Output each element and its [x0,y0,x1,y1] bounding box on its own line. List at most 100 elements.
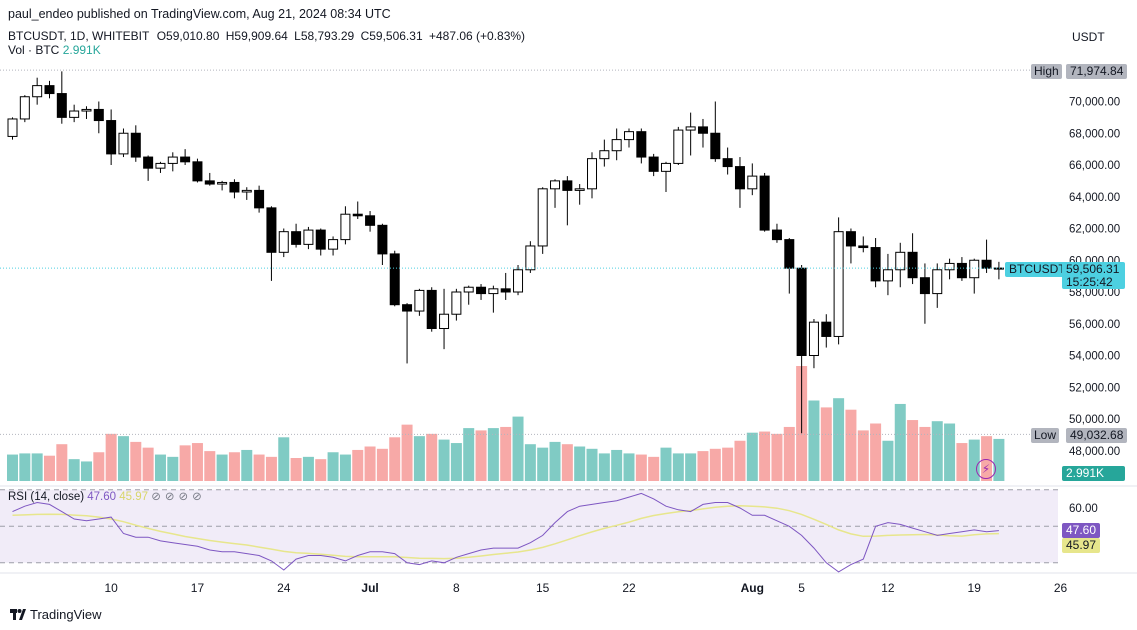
volume-bar [919,426,931,481]
volume-bar [154,454,166,481]
candle-up [525,245,536,271]
candle-down [56,93,67,118]
volume-bar [771,433,783,481]
candle-down [377,224,388,255]
high-label-tag: High [1031,64,1062,79]
volume-bar [833,398,845,481]
time-axis[interactable]: 10 17 24 Jul 8 15 22 Aug 5 12 19 26 [104,581,1067,595]
candle-down [365,215,376,226]
candle-up [747,175,758,190]
volume-bar [179,445,191,481]
candle-down [402,304,413,312]
volume-value: 2.991K [62,43,101,57]
candle-up [882,269,893,282]
low-label-tag: Low [1031,428,1060,443]
candle-down [143,156,154,169]
rsi-tick-label: 60.00 [1069,503,1098,515]
candle-up [451,291,462,315]
candle-up [932,269,943,295]
price-tick-label: 66,000.00 [1069,160,1120,172]
tradingview-footer[interactable]: TradingView [10,607,102,622]
eye-icon[interactable]: ⊘ [151,491,165,503]
volume-bar [278,437,290,481]
volume-label[interactable]: Vol · BTC [8,43,60,57]
rsi-pane[interactable]: 60.0040.00 [0,485,1137,574]
volume-bar [783,426,795,481]
price-tick-label: 50,000.00 [1069,414,1120,426]
volume-bar [68,459,80,481]
ohlc-values: O59,010.80 H59,909.64 L58,793.29 C59,506… [157,29,528,43]
volume-bar [93,452,105,481]
volume-bar [611,449,623,481]
volume-bar [241,449,253,481]
volume-bar [746,432,758,481]
candle-down [710,132,721,160]
volume-bar [352,449,364,481]
candle-up [537,188,548,247]
volume-bar [870,423,882,481]
close-icon[interactable]: ⊘ [178,491,193,503]
volume-bar [438,439,450,481]
volume-bar [512,416,524,481]
candle-up [513,269,524,293]
symbol-label[interactable]: BTCUSDT, 1D, WHITEBIT [8,29,150,43]
symbol-price-tag: BTCUSDT [1005,262,1070,277]
candle-up [993,267,1004,270]
time-tick-label: 5 [798,581,805,595]
volume-bar [672,453,684,481]
more-icon[interactable]: ⊘ [192,491,206,503]
candle-down [426,289,437,330]
volume-bar [56,444,68,481]
candle-up [599,150,610,160]
volume-bar [857,430,869,481]
time-tick-label: 12 [881,581,895,595]
candle-down [229,181,240,193]
volume-bar [302,456,314,481]
candle-down [291,231,302,245]
volume-bar [31,453,43,481]
currency-label[interactable]: USDT [1072,30,1105,44]
rsi-line [12,492,999,573]
candle-down [500,288,511,293]
rsi-header-ma-value: 45.97 [119,491,149,503]
volume-bar [413,436,425,481]
candle-up [69,110,80,118]
time-tick-label: 22 [622,581,636,595]
volume-bar [537,447,549,481]
tradingview-logo-icon [10,609,26,620]
low-value-tag: 49,032.68 [1066,428,1128,443]
rsi-label[interactable]: RSI (14, close) [8,491,85,503]
candle-down [697,126,708,134]
volume-bar [401,424,413,481]
candle-up [685,126,696,131]
volume-bar [820,407,832,481]
volume-bar [931,421,943,481]
price-tick-label: 48,000.00 [1069,446,1120,458]
rsi-ma-value-tag: 45.97 [1062,538,1100,553]
lightning-icon[interactable]: ⚡ [976,459,996,479]
gear-icon[interactable]: ⊘ [164,491,179,503]
tradingview-brand: TradingView [30,607,102,622]
candle-up [155,162,166,169]
volume-bar [389,437,401,481]
candle-down [734,166,745,190]
candle-down [956,262,967,279]
volume-bar [228,452,240,481]
candle-down [796,267,807,356]
price-tick-label: 54,000.00 [1069,351,1120,363]
rsi-header: RSI (14, close) 47.60 45.97 ⊘⊘⊘⊘ [8,489,206,503]
volume-bar [549,441,561,481]
volume-bar [734,440,746,481]
candle-up [660,162,671,172]
volume-bar [561,444,573,481]
candle-down [907,251,918,279]
price-tick-label: 70,000.00 [1069,97,1120,109]
time-tick-label: Jul [361,581,378,595]
volume-bar [574,446,586,481]
candle-down [722,158,733,168]
volume-bar [487,428,499,481]
volume-bar [623,453,635,481]
volume-axis-tag: 2.991K [1062,466,1125,481]
candlesticks [7,71,1004,434]
